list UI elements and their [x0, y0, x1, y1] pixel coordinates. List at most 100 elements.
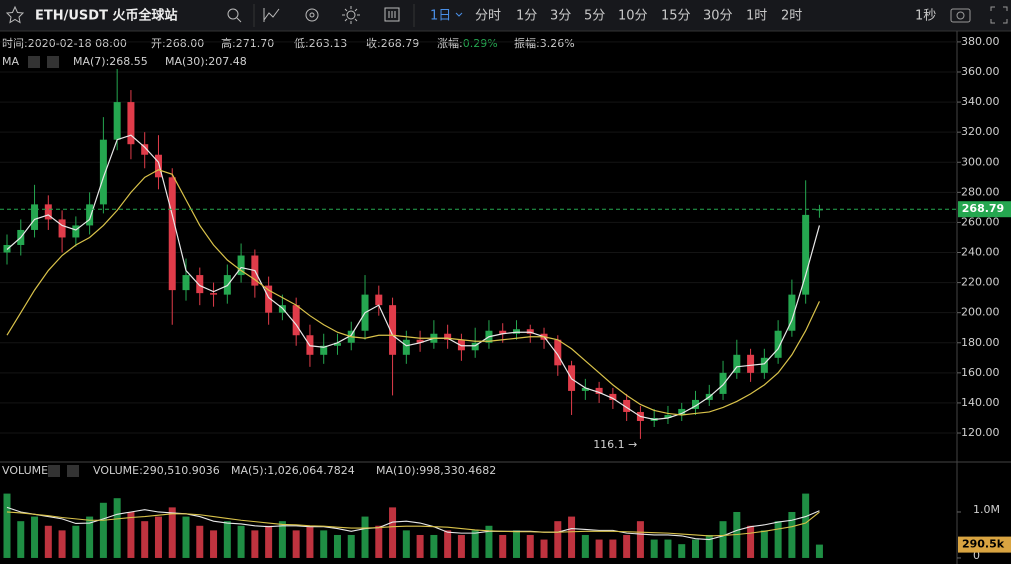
legend-settings[interactable]: [28, 56, 40, 68]
interval-option[interactable]: 5分: [584, 9, 605, 24]
indicator-icon[interactable]: [263, 8, 280, 22]
info-item: 振幅:3.26%: [514, 36, 575, 50]
legend-close[interactable]: [47, 56, 59, 68]
theme-icon[interactable]: [342, 6, 360, 24]
refresh-rate[interactable]: 1秒: [915, 9, 936, 24]
volume-bar: [512, 530, 520, 558]
interval-option[interactable]: 3分: [550, 9, 571, 24]
info-label: 开:: [151, 37, 166, 50]
info-label: 振幅:: [514, 36, 540, 50]
info-value: 0.29%: [463, 37, 498, 50]
volume-bar: [636, 521, 644, 558]
search-icon[interactable]: [227, 8, 242, 23]
info-label: 低:: [294, 37, 309, 50]
candle-body: [512, 329, 520, 334]
y-tick-label: 0: [973, 549, 980, 562]
legend-close[interactable]: [67, 465, 79, 477]
candle-body: [182, 275, 190, 291]
price-legend: MA: [2, 55, 19, 68]
candle-body: [141, 144, 149, 155]
candle-body: [595, 387, 603, 394]
last-price-label: 268.79: [962, 202, 1004, 215]
volume-ma-legend: MA(5):1,026,064.7824: [231, 464, 355, 477]
interval-option[interactable]: 15分: [661, 9, 691, 24]
candle-body: [499, 330, 507, 334]
info-value: 268.79: [381, 37, 420, 50]
volume-bar: [86, 516, 94, 558]
favorite-icon[interactable]: [5, 5, 25, 24]
interval-option[interactable]: 分时: [475, 9, 501, 24]
volume-bar: [802, 493, 810, 558]
volume-bar: [31, 516, 39, 558]
y-tick-label: 300.00: [961, 155, 1000, 168]
volume-bar: [333, 534, 341, 558]
candle-body: [292, 305, 300, 336]
interval-option[interactable]: 2时: [781, 9, 802, 24]
volume-ma-line: [6, 506, 820, 541]
volume-bar: [623, 534, 631, 558]
volume-bar: [444, 530, 452, 558]
candle-body: [31, 204, 39, 230]
y-tick-label: 220.00: [961, 276, 1000, 289]
dropdown-caret[interactable]: [455, 12, 463, 17]
y-tick-label: 180.00: [961, 336, 1000, 349]
y-tick-label: 160.00: [961, 366, 1000, 379]
candle-body: [526, 329, 534, 334]
legend-settings[interactable]: [48, 465, 60, 477]
info-value: 271.70: [236, 37, 275, 50]
fullscreen-icon[interactable]: [990, 6, 1008, 24]
volume-bar: [196, 525, 204, 558]
volume-bar: [3, 493, 11, 558]
candle-body: [58, 219, 66, 238]
y-tick-label: 200.00: [961, 306, 1000, 319]
interval-option[interactable]: 10分: [618, 9, 648, 24]
candle-body: [375, 294, 383, 306]
interval-option[interactable]: 1分: [516, 9, 537, 24]
candle-body: [86, 204, 94, 226]
volume-bar: [692, 539, 699, 558]
volume-bar: [485, 525, 493, 558]
ma-line: [6, 134, 821, 421]
interval-option[interactable]: 30分: [703, 9, 733, 24]
settings-icon[interactable]: [305, 8, 319, 22]
volume-bar: [141, 521, 149, 558]
low-annotation: 116.1 →: [593, 438, 637, 451]
candle-body: [196, 275, 204, 294]
volume-bar: [237, 525, 245, 558]
interval-selected[interactable]: 1日: [430, 9, 451, 24]
info-value: 3.26%: [540, 37, 575, 50]
candle-body: [802, 214, 810, 295]
interval-option[interactable]: 1时: [746, 9, 767, 24]
candle-body: [389, 305, 397, 355]
volume-bar: [554, 521, 562, 558]
info-label: 涨幅:: [437, 37, 463, 50]
volume-bar: [265, 525, 273, 558]
ma-line: [6, 169, 820, 416]
candle-body: [760, 357, 768, 373]
info-label: 时间:: [2, 37, 28, 50]
volume-bar: [389, 507, 397, 558]
volume-bar: [154, 516, 162, 558]
volume-bar: [471, 530, 479, 558]
volume-bar: [595, 539, 603, 558]
volume-bar: [526, 534, 534, 558]
screenshot-icon[interactable]: [950, 8, 971, 23]
volume-bar: [402, 530, 410, 558]
volume-bar: [457, 534, 465, 558]
layout-icon[interactable]: [384, 7, 400, 22]
info-item: 低:263.13: [294, 37, 347, 50]
candle-body: [265, 285, 273, 313]
candle-body: [692, 399, 699, 409]
volume-legend: VOLUME: [2, 464, 48, 477]
candle-body: [747, 354, 755, 373]
volume-bar: [113, 498, 121, 558]
volume-bar: [664, 539, 672, 558]
volume-bar: [416, 534, 424, 558]
volume-bar: [499, 534, 507, 558]
volume-bar: [44, 525, 52, 558]
y-tick-label: 360.00: [961, 65, 1000, 78]
volume-bar: [747, 525, 755, 558]
y-tick-label: 240.00: [961, 246, 1000, 259]
y-tick-label: 340.00: [961, 95, 1000, 108]
y-tick-label: 280.00: [961, 185, 1000, 198]
